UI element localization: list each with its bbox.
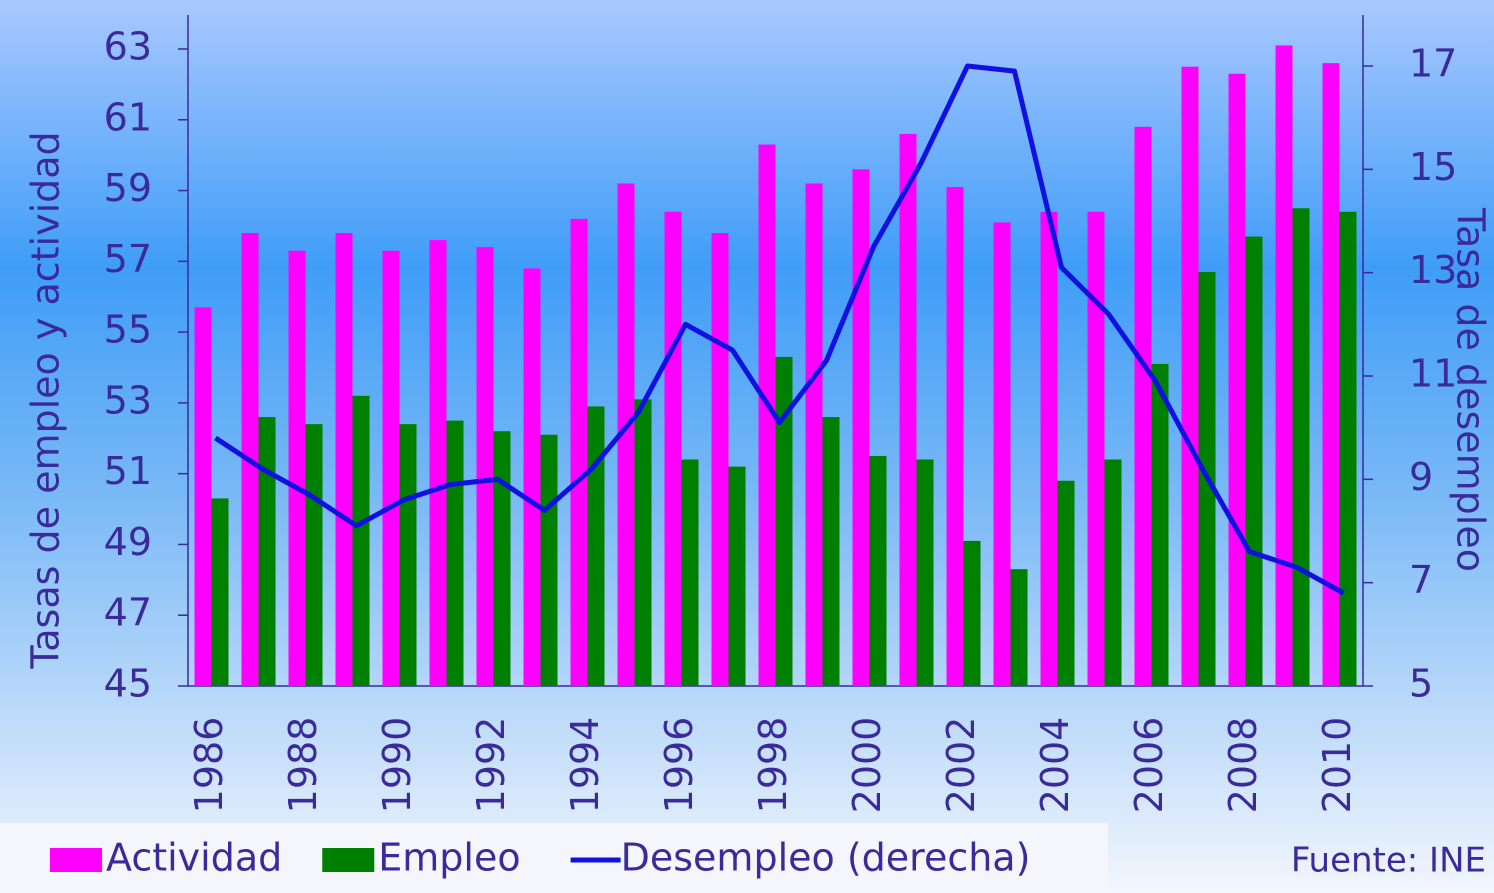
bar [523,268,541,686]
x-tick-label: 1998 [751,717,795,814]
y-tick-label: 55 [104,308,152,352]
bar [1181,66,1199,686]
bar [681,459,699,686]
y2-tick-label: 17 [1409,42,1457,86]
x-tick-label: 1994 [563,717,607,814]
bar [211,498,229,686]
x-tick-label: 1988 [281,717,325,814]
bar [258,417,276,686]
bar [288,250,306,686]
bar [916,459,934,686]
bar [476,247,494,686]
bar [570,218,588,686]
bar [1104,459,1122,686]
bar [382,250,400,686]
legend-swatch [322,848,375,872]
bar [1275,45,1293,686]
bar [1292,208,1310,686]
x-tick-label: 1990 [375,717,419,814]
legend-label: Actividad [106,836,282,880]
x-tick-label: 2008 [1221,717,1265,814]
bar [963,540,981,686]
y2-tick-label: 13 [1409,248,1457,292]
x-tick-label: 2004 [1033,717,1077,814]
x-tick-label: 2000 [845,717,889,814]
bar [399,424,417,686]
y2-axis-title: Tasa de desempleo [1449,207,1493,572]
bar [775,356,793,686]
bar [758,144,776,687]
bar [587,406,605,686]
legend-label: Desempleo (derecha) [621,836,1031,880]
bar [493,431,511,686]
bar [852,169,870,687]
x-tick-label: 1996 [657,717,701,814]
y-axis-title: Tasas de empleo y actividad [24,131,68,669]
x-tick-label: 1992 [469,717,513,814]
x-tick-label: 2002 [939,717,983,814]
bar [805,183,823,686]
source-note: Fuente: INE [1291,841,1486,881]
bar [617,183,635,686]
bar [664,211,682,687]
bar [1228,73,1246,687]
y-tick-label: 49 [104,520,152,564]
y-tick-label: 63 [104,25,152,69]
bar [946,187,964,686]
legend-label: Empleo [378,836,520,880]
bar [1087,211,1105,687]
y2-tick-label: 9 [1409,455,1433,499]
bar [1339,211,1357,687]
bar [993,222,1011,686]
bar [194,307,212,686]
bar [1057,480,1075,686]
bar [305,424,323,686]
bar [429,240,447,686]
line [214,63,1345,596]
bar [335,233,353,686]
y2-tick-label: 7 [1409,558,1433,602]
y-tick-label: 59 [104,166,152,210]
bar [540,434,558,686]
y-tick-label: 47 [104,591,152,635]
y-tick-label: 53 [104,378,152,422]
y-tick-label: 45 [104,662,152,706]
bar [869,455,887,686]
bar [822,417,840,686]
y-tick-label: 61 [104,95,152,139]
bar [1010,569,1028,686]
legend-box [0,823,1108,893]
x-tick-label: 1986 [187,717,231,814]
bar [728,466,746,686]
bar [1151,363,1169,686]
bar [711,233,729,686]
x-tick-label: 2006 [1127,717,1171,814]
bar [899,133,917,686]
y2-tick-label: 5 [1409,662,1433,706]
bar [446,420,464,686]
bar [1245,236,1263,687]
y2-tick-label: 15 [1409,145,1457,189]
x-tick-label: 2010 [1315,717,1359,814]
bar [352,395,370,686]
y-tick-label: 51 [104,449,152,493]
legend-swatch [50,848,102,872]
bar [1322,63,1340,686]
bar [1134,126,1152,687]
bar [634,399,652,686]
bar [1040,211,1058,687]
y-tick-label: 57 [104,237,152,281]
y2-tick-label: 11 [1409,352,1457,396]
